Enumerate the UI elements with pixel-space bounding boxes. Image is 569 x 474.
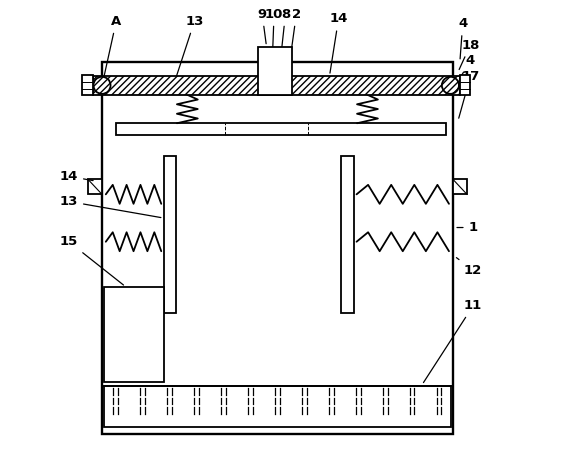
Bar: [164, 156, 176, 313]
Bar: [258, 47, 291, 95]
Bar: [104, 287, 164, 382]
Text: 14: 14: [329, 12, 348, 73]
Bar: [453, 179, 467, 194]
Bar: [88, 179, 102, 194]
Bar: [460, 75, 471, 95]
Text: 12: 12: [456, 258, 483, 277]
Text: 8: 8: [281, 8, 290, 55]
Text: 4: 4: [459, 54, 475, 79]
Bar: [102, 62, 453, 434]
Bar: [93, 76, 460, 95]
Text: 2: 2: [290, 8, 301, 63]
Text: 13: 13: [176, 15, 204, 76]
Text: A: A: [104, 15, 121, 76]
Text: 13: 13: [60, 195, 161, 218]
Text: 11: 11: [423, 299, 483, 383]
Bar: [116, 123, 446, 135]
Text: 4: 4: [458, 17, 467, 59]
Text: 1: 1: [457, 221, 478, 234]
Bar: [104, 386, 451, 427]
Text: 10: 10: [265, 8, 283, 48]
Text: 18: 18: [459, 38, 480, 70]
Text: 15: 15: [60, 235, 123, 285]
Bar: [82, 75, 93, 95]
Text: 9: 9: [258, 8, 267, 44]
Text: 14: 14: [60, 170, 93, 183]
Text: 17: 17: [459, 70, 480, 118]
Bar: [341, 156, 354, 313]
